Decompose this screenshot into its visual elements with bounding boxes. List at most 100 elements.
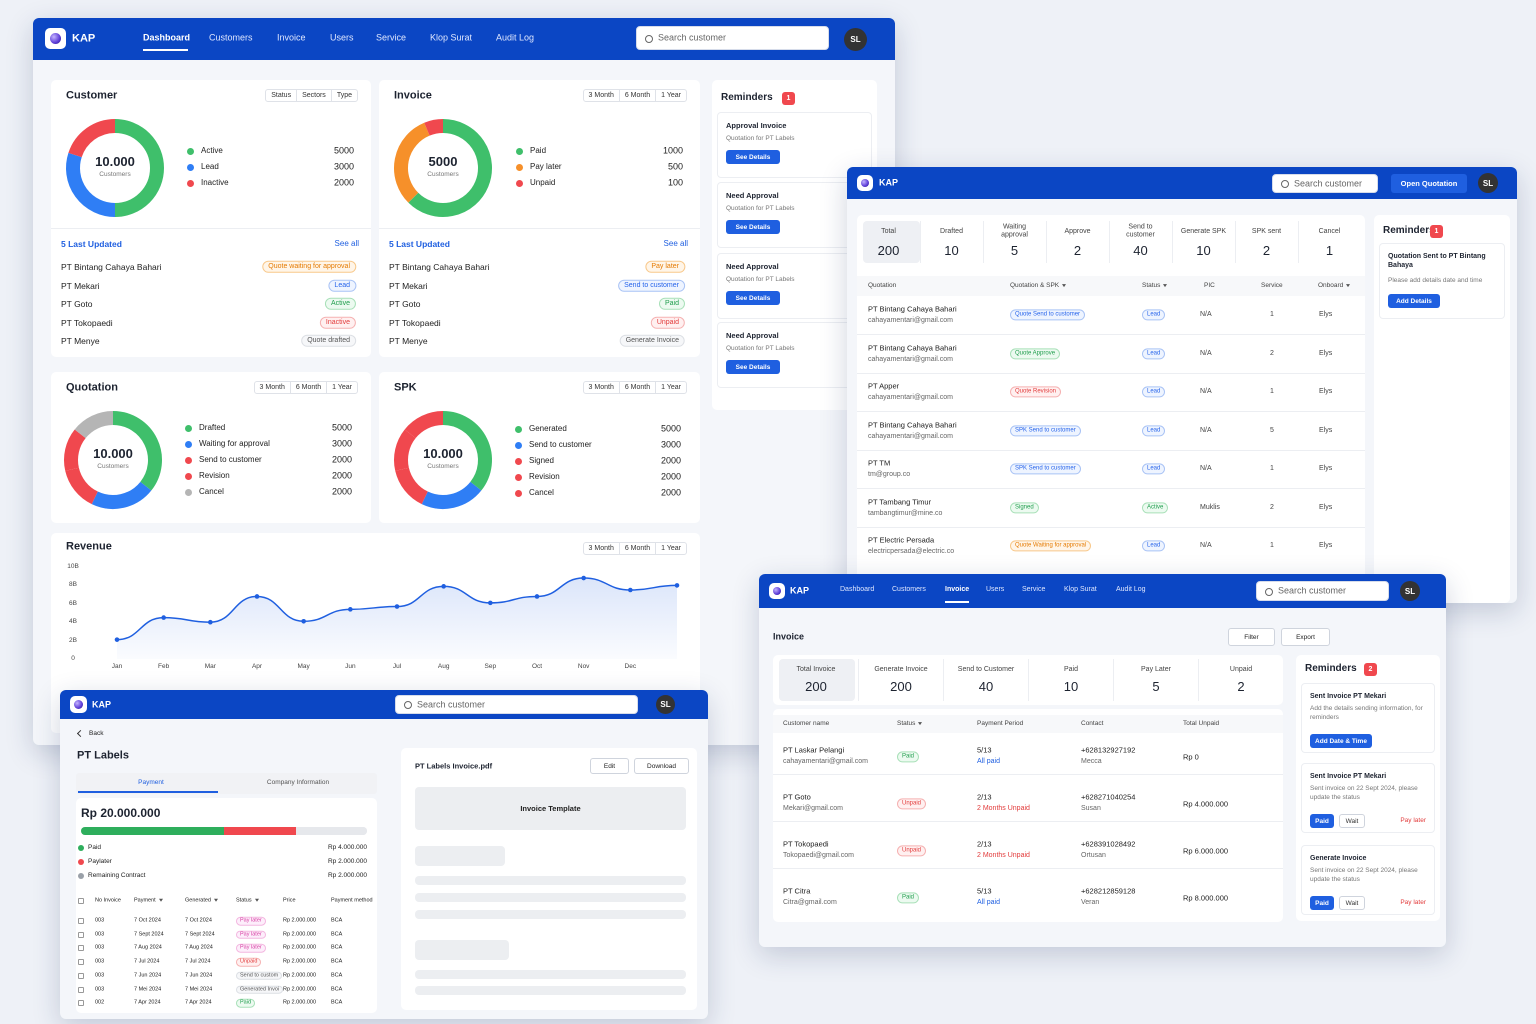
filter-button[interactable]: 1 Year [655, 543, 686, 554]
reminder-button[interactable]: See Details [726, 220, 780, 234]
legend-value: 5000 [660, 423, 681, 434]
card-title: Invoice [394, 89, 432, 102]
filter-button[interactable]: 1 Year [655, 90, 686, 101]
tab[interactable]: Company Information [266, 779, 330, 787]
reminder-button[interactable]: Add Details [1388, 294, 1440, 308]
table-cell: 7 Mei 2024 [185, 986, 213, 993]
service-count: 2 [1270, 503, 1274, 511]
stat-divider [1172, 221, 1173, 263]
filter-button[interactable]: 3 Month [588, 545, 614, 552]
pay-later-button[interactable]: Pay later [1400, 817, 1426, 825]
pay-later-button[interactable]: Pay later [1400, 899, 1426, 907]
nav-item[interactable]: Audit Log [1116, 585, 1146, 593]
logo [857, 175, 873, 191]
nav-item[interactable]: Service [1022, 585, 1046, 593]
nav-item[interactable]: Invoice [945, 585, 970, 593]
reminder-text: Quotation for PT Labels [726, 345, 795, 352]
nav-item[interactable]: Service [376, 32, 407, 43]
filter-button[interactable]: 6 Month [618, 90, 655, 101]
export-button[interactable]: Export [1281, 628, 1330, 646]
legend-label: Revision [199, 471, 230, 481]
reminder-button[interactable]: Add Date & Time [1310, 734, 1372, 748]
nav-item[interactable]: Customers [209, 32, 253, 43]
wait-button[interactable]: Wait [1339, 896, 1365, 910]
column-header: Status [897, 720, 922, 728]
checkbox[interactable] [78, 945, 84, 952]
customer-email: cahayamentari@gmail.com [783, 757, 868, 765]
see-all-link[interactable]: See all [663, 239, 688, 249]
y-tick-label: 10B [67, 563, 79, 571]
nav-item[interactable]: Klop Surat [1064, 585, 1097, 593]
filter-button[interactable]: 1 Year [326, 382, 357, 393]
checkbox[interactable] [78, 986, 84, 993]
nav-item[interactable]: Audit Log [496, 32, 535, 43]
status-badge: Unpaid [236, 957, 262, 967]
legend-dot [78, 873, 84, 879]
search-box[interactable]: Search customer [395, 695, 638, 714]
avatar: SL [656, 695, 675, 714]
revenue-point [441, 584, 446, 589]
nav-item[interactable]: Klop Surat [430, 32, 473, 43]
download-button[interactable]: Download [634, 758, 689, 774]
checkbox[interactable] [78, 1000, 84, 1007]
filter-button[interactable]: Sectors [296, 90, 331, 101]
filter-button[interactable]: 6 Month [289, 382, 326, 393]
wait-button[interactable]: Wait [1339, 814, 1365, 828]
tab[interactable]: Payment [138, 779, 164, 787]
payment-period: 2/13 [977, 792, 992, 802]
legend-dot [184, 488, 192, 496]
nav-item[interactable]: Dashboard [840, 585, 875, 593]
reminder-item: Sent Invoice PT Mekari Sent invoice on 22… [1301, 763, 1435, 833]
reminder-button[interactable]: See Details [726, 291, 780, 305]
brand: KAP [879, 177, 899, 188]
filter-button[interactable]: 6 Month [618, 543, 655, 554]
nav-item[interactable]: Dashboard [143, 32, 191, 43]
company-email: cahayamentari@gmail.com [868, 432, 953, 440]
checkbox[interactable] [78, 918, 84, 924]
checkbox[interactable] [78, 931, 84, 938]
x-tick-label: Aug [437, 663, 450, 671]
paid-button[interactable]: Paid [1310, 814, 1334, 828]
filter-button[interactable]: Filter [1228, 628, 1275, 646]
checkbox[interactable] [78, 898, 84, 904]
nav-item[interactable]: Customers [892, 585, 926, 593]
open-quotation-button[interactable]: Open Quotation [1391, 174, 1467, 193]
stat-value: 2 [1237, 679, 1245, 695]
filter-button[interactable]: 3 Month [588, 92, 614, 99]
search-box[interactable]: Search customer [1272, 174, 1378, 193]
filter-button[interactable]: 6 Month [618, 382, 655, 393]
filter-button[interactable]: Status [271, 92, 292, 99]
reminder-button[interactable]: See Details [726, 150, 780, 164]
skeleton-line [415, 940, 509, 960]
search-box[interactable]: Search customer [1256, 581, 1389, 601]
card: SPK 3 Month 6 Month 1 Year 10.000 Customers Ge… [379, 372, 700, 523]
y-tick-label: 4B [69, 618, 77, 626]
nav-item[interactable]: Users [986, 585, 1005, 593]
search-box[interactable]: Search customer [636, 26, 829, 50]
table-cell: 003 [95, 972, 105, 979]
contact-phone: +628132927192 [1081, 745, 1136, 755]
nav-item[interactable]: Invoice [277, 32, 306, 43]
payment-period: 5/13 [977, 886, 992, 896]
back-link[interactable]: Back [89, 730, 104, 738]
checkbox[interactable] [78, 959, 84, 966]
edit-button[interactable]: Edit [590, 758, 629, 774]
revenue-point [161, 615, 166, 620]
filter-button[interactable]: 1 Year [655, 382, 686, 393]
filter-button[interactable]: Type [330, 90, 357, 101]
reminder-button[interactable]: See Details [726, 360, 780, 374]
filter-button[interactable]: 3 Month [588, 384, 614, 391]
see-all-link[interactable]: See all [334, 239, 359, 249]
x-tick-label: Dec [624, 663, 637, 671]
stage-badge: SPK Send to customer [1010, 463, 1081, 475]
table-cell: BCA [331, 917, 343, 924]
nav-item[interactable]: Users [330, 32, 354, 43]
paid-button[interactable]: Paid [1310, 896, 1334, 910]
column-header: Total Unpaid [1183, 720, 1220, 728]
stat-highlight [863, 221, 920, 263]
company-email: cahayamentari@gmail.com [868, 393, 953, 401]
card: Customer Status Sectors Type 10.000 Customers… [51, 80, 371, 357]
filter-button[interactable]: 3 Month [259, 384, 285, 391]
checkbox[interactable] [78, 972, 84, 979]
company-name: PT TM [868, 458, 891, 468]
